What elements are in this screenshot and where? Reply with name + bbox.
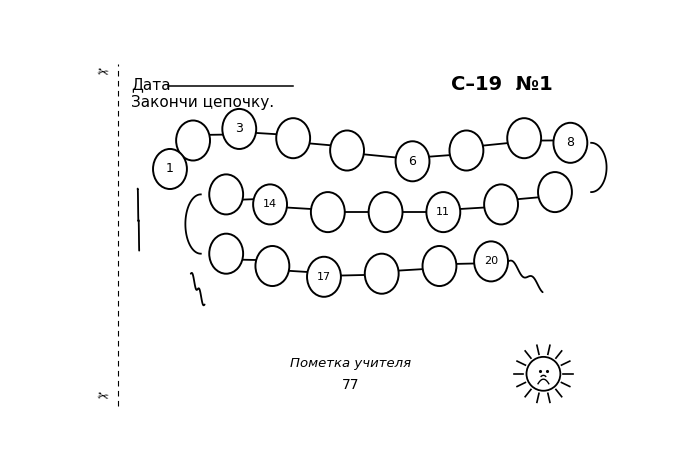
Text: 11: 11 — [436, 207, 450, 217]
Ellipse shape — [554, 123, 587, 163]
Ellipse shape — [209, 174, 243, 214]
Text: Пометка учителя: Пометка учителя — [290, 357, 412, 370]
Text: 3: 3 — [236, 122, 243, 135]
Text: С–19  №1: С–19 №1 — [451, 75, 553, 94]
Text: 1: 1 — [166, 162, 174, 175]
Ellipse shape — [507, 118, 541, 158]
Text: Дата: Дата — [131, 77, 171, 92]
Text: Закончи цепочку.: Закончи цепочку. — [131, 94, 275, 109]
Text: 8: 8 — [566, 136, 575, 149]
Ellipse shape — [153, 149, 187, 189]
Ellipse shape — [276, 118, 310, 158]
Ellipse shape — [484, 185, 518, 225]
Ellipse shape — [330, 131, 364, 171]
Circle shape — [526, 357, 561, 391]
Ellipse shape — [368, 192, 403, 232]
Ellipse shape — [538, 172, 572, 212]
Ellipse shape — [209, 234, 243, 274]
Ellipse shape — [253, 185, 287, 225]
Ellipse shape — [255, 246, 289, 286]
Ellipse shape — [176, 120, 210, 160]
Ellipse shape — [396, 141, 429, 181]
Ellipse shape — [311, 192, 345, 232]
Ellipse shape — [365, 254, 398, 294]
Ellipse shape — [426, 192, 460, 232]
Text: 20: 20 — [484, 256, 498, 266]
Ellipse shape — [307, 257, 341, 297]
Text: 77: 77 — [343, 378, 360, 392]
Text: 17: 17 — [317, 272, 331, 282]
Ellipse shape — [222, 109, 257, 149]
Text: 14: 14 — [263, 199, 277, 209]
Text: 6: 6 — [409, 155, 417, 168]
Ellipse shape — [422, 246, 456, 286]
Text: ✂: ✂ — [96, 66, 110, 81]
Text: ✂: ✂ — [96, 389, 110, 405]
Ellipse shape — [474, 241, 508, 281]
Ellipse shape — [449, 131, 484, 171]
